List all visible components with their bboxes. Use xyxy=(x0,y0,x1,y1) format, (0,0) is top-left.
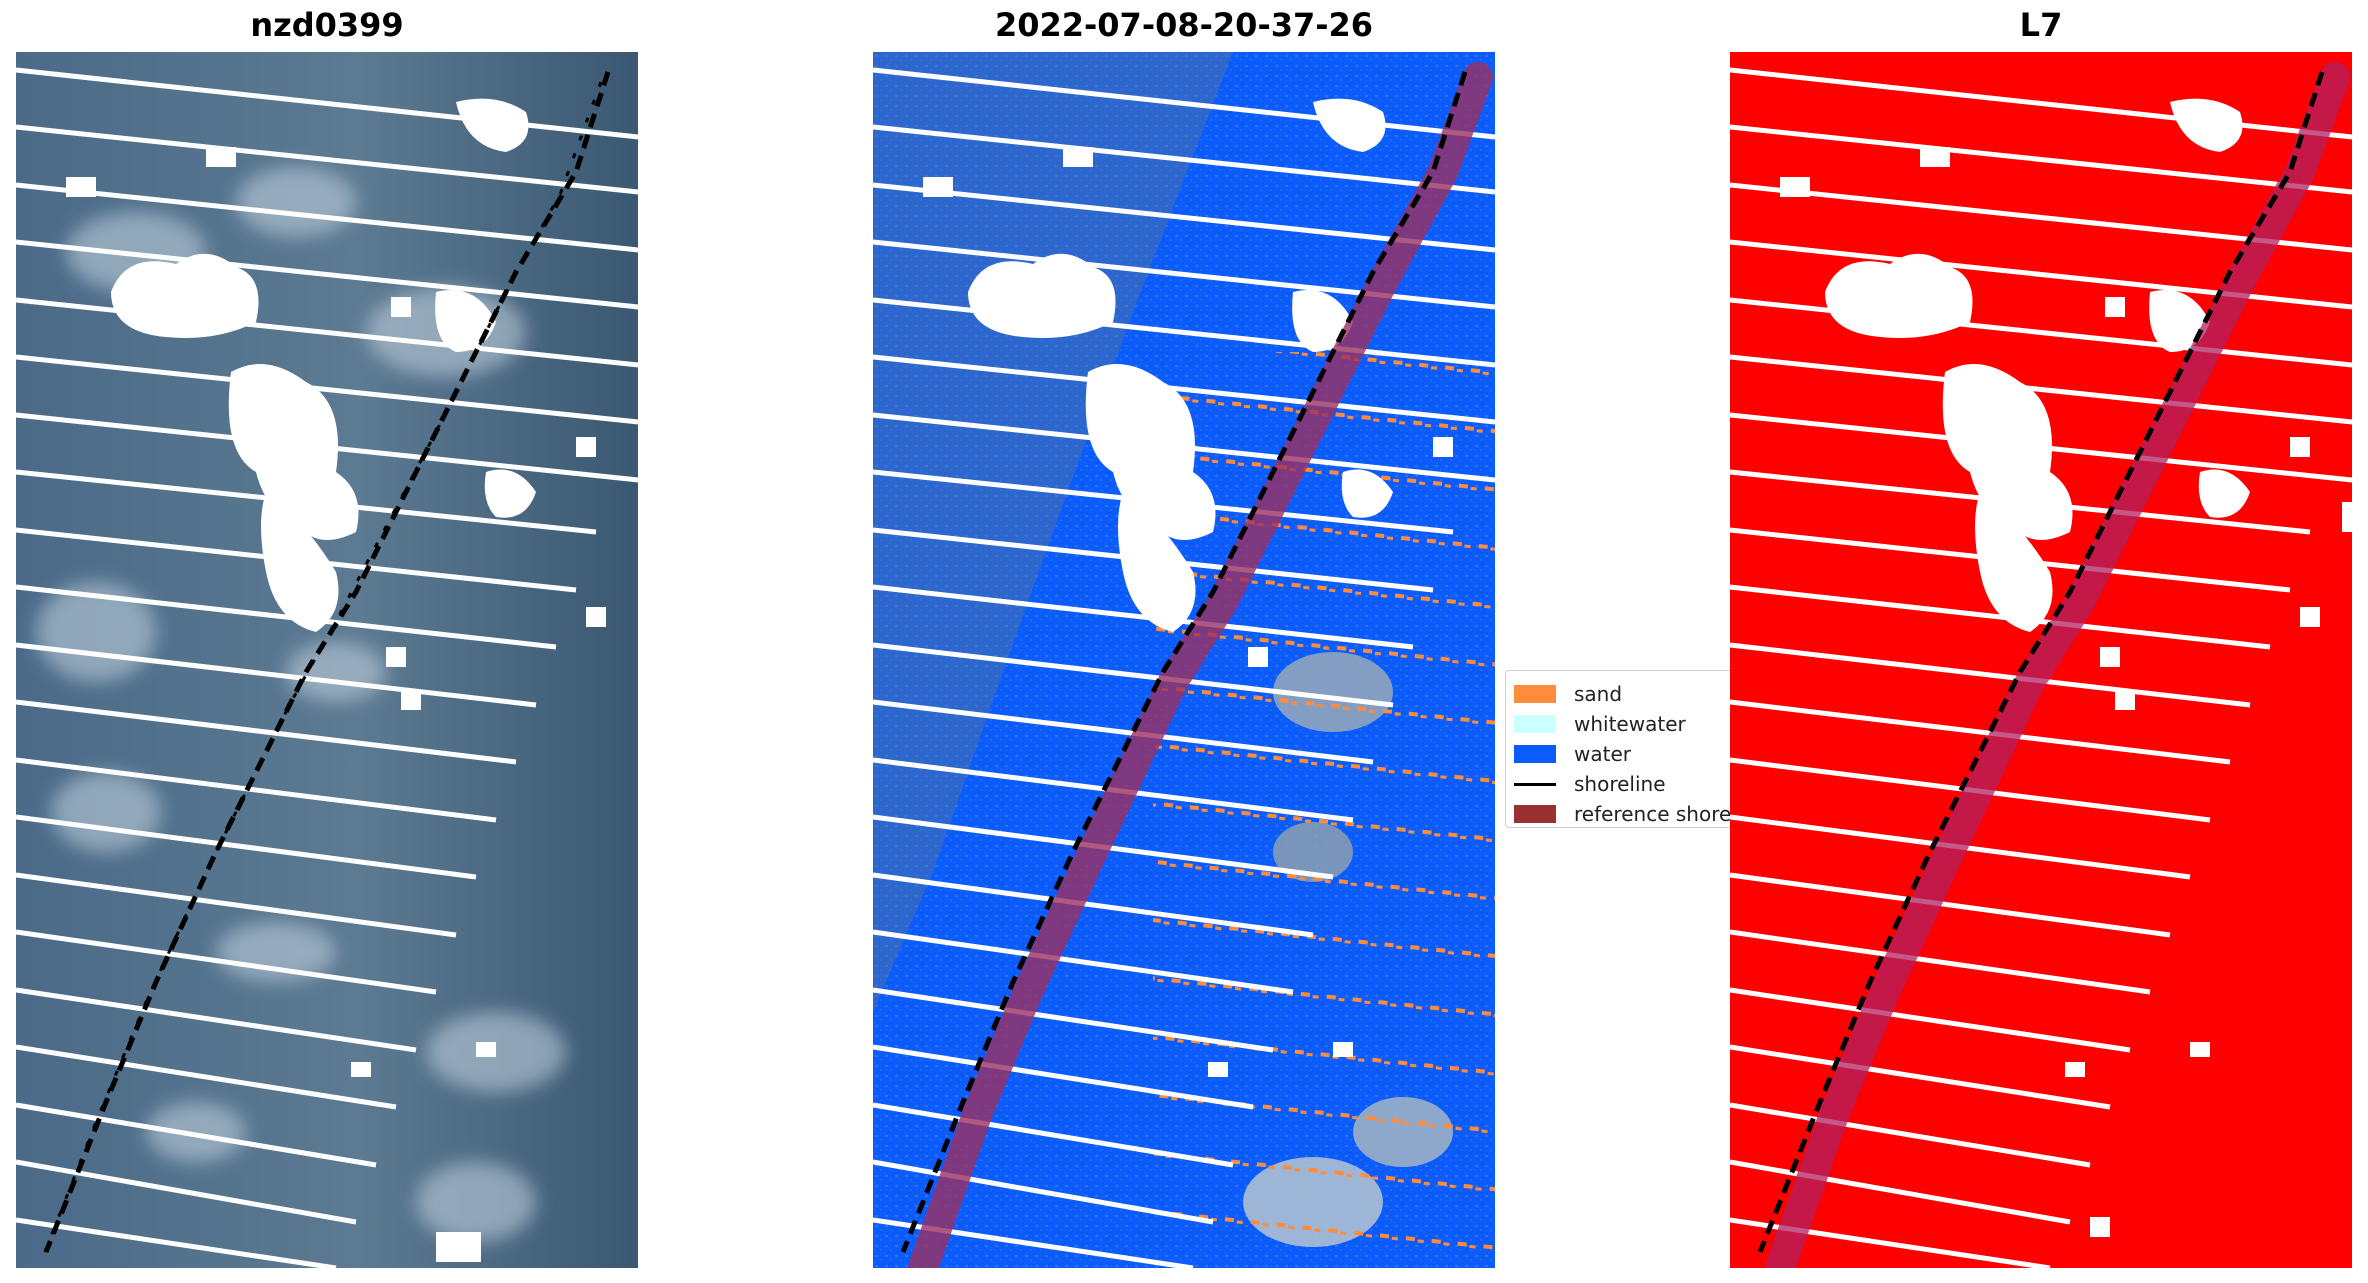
water-swatch xyxy=(1514,745,1556,763)
legend-label: sand xyxy=(1574,682,1623,706)
l7-mask-image xyxy=(1730,52,2352,1268)
reference-shoreline-band xyxy=(1765,62,2350,1268)
shoreline-line xyxy=(900,71,1468,1253)
legend-label: reference shore xyxy=(1574,802,1732,826)
legend-item-sand: sand xyxy=(1514,679,1734,709)
shoreline-line-icon xyxy=(1514,782,1556,786)
shoreline-line xyxy=(43,71,611,1253)
legend-item-shoreline: shoreline xyxy=(1514,769,1734,799)
legend: sand whitewater water shoreline referenc… xyxy=(1505,670,1735,828)
panel-title-nzd0399: nzd0399 xyxy=(250,6,404,44)
panel-title-date: 2022-07-08-20-37-26 xyxy=(994,6,1374,44)
scan-line-gaps xyxy=(873,67,1495,1268)
scan-line-gaps xyxy=(1730,67,2352,1268)
legend-label: whitewater xyxy=(1574,712,1686,736)
legend-label: shoreline xyxy=(1574,772,1666,796)
legend-item-whitewater: whitewater xyxy=(1514,709,1734,739)
legend-label: water xyxy=(1574,742,1631,766)
reference-shore-swatch xyxy=(1514,805,1556,823)
reference-shoreline-band xyxy=(908,62,1493,1268)
sand-swatch xyxy=(1514,685,1556,703)
shoreline-line xyxy=(1757,71,2325,1253)
legend-item-water: water xyxy=(1514,739,1734,769)
rgb-satellite-image xyxy=(16,52,638,1268)
classified-image xyxy=(873,52,1495,1268)
cloud-masks xyxy=(923,98,1453,1077)
legend-item-reference-shore: reference shore xyxy=(1514,799,1734,827)
panel-title-l7: L7 xyxy=(2019,6,2063,44)
whitewater-swatch xyxy=(1514,715,1556,733)
